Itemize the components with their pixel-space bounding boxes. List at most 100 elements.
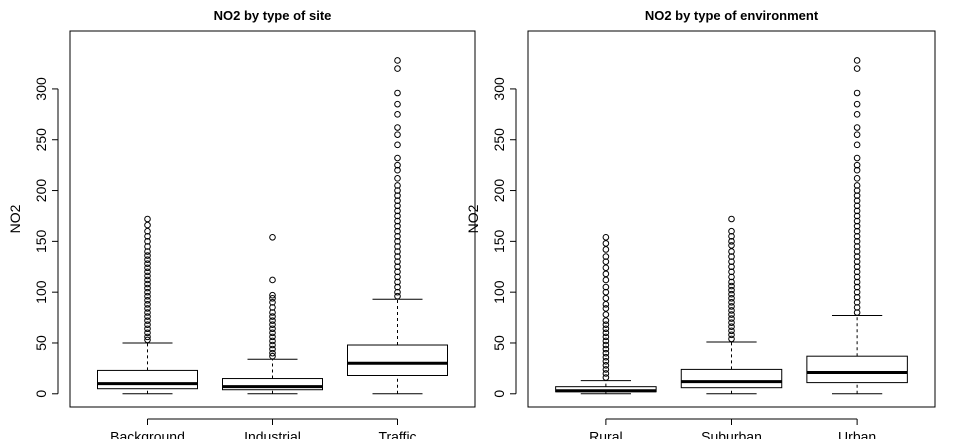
outlier	[269, 345, 276, 353]
outlier	[144, 288, 151, 296]
outlier	[602, 253, 610, 260]
y-tick-label: 300	[33, 77, 49, 101]
outlier	[728, 331, 735, 339]
outlier	[144, 296, 151, 304]
outlier	[394, 268, 401, 276]
outlier	[728, 263, 735, 271]
outlier	[269, 325, 276, 333]
outlier	[269, 329, 276, 337]
outlier	[728, 253, 735, 260]
outlier	[602, 366, 610, 373]
outlier	[394, 131, 401, 138]
outlier	[853, 222, 861, 230]
y-tick-label: 0	[491, 390, 507, 398]
outlier	[728, 242, 735, 249]
y-tick-label: 250	[491, 128, 507, 152]
outlier	[602, 325, 610, 333]
outlier	[853, 202, 861, 210]
outlier	[394, 243, 401, 250]
outlier	[602, 246, 610, 253]
outlier	[602, 276, 610, 284]
outlier	[394, 175, 401, 182]
outlier	[602, 353, 610, 361]
outlier	[144, 280, 151, 288]
outlier	[269, 233, 276, 241]
outlier	[394, 232, 401, 240]
outlier	[144, 252, 151, 259]
outlier	[853, 57, 861, 64]
outlier	[728, 327, 735, 335]
outlier	[728, 286, 735, 294]
outlier	[602, 283, 610, 291]
outlier	[602, 294, 610, 302]
outlier	[853, 263, 861, 271]
outlier	[853, 238, 861, 245]
outlier	[728, 290, 735, 298]
outlier	[728, 299, 735, 306]
outlier	[853, 273, 861, 281]
outlier	[144, 238, 151, 245]
outlier	[269, 304, 276, 311]
outlier	[853, 187, 861, 194]
outlier	[728, 335, 735, 343]
y-tick-label: 150	[33, 229, 49, 253]
outlier	[853, 258, 861, 265]
outlier	[602, 370, 610, 377]
outlier	[394, 166, 401, 174]
outlier	[394, 248, 401, 255]
outlier	[394, 57, 401, 64]
outlier	[144, 232, 151, 240]
outlier	[853, 154, 861, 162]
outlier	[853, 182, 861, 189]
outlier	[144, 336, 151, 344]
outlier	[269, 294, 276, 302]
outlier	[394, 217, 401, 225]
plot-frame	[69, 30, 476, 408]
box	[806, 355, 908, 384]
outlier	[144, 317, 151, 324]
x-tick-label: Urban	[838, 428, 876, 439]
outlier	[144, 264, 151, 272]
outlier	[144, 221, 151, 229]
y-axis-label: NO2	[465, 204, 481, 233]
outlier	[144, 325, 151, 333]
outlier	[728, 258, 735, 265]
x-tick-label: Rural	[589, 428, 622, 439]
outlier	[394, 278, 401, 286]
outlier	[394, 253, 401, 260]
outlier	[394, 288, 401, 296]
outlier	[602, 270, 610, 278]
outlier	[853, 175, 861, 182]
box	[222, 378, 323, 391]
outlier	[144, 272, 151, 280]
outlier	[394, 222, 401, 230]
outlier	[853, 161, 861, 169]
outlier	[394, 154, 401, 162]
outlier	[853, 197, 861, 205]
outlier	[853, 278, 861, 286]
outlier	[144, 276, 151, 284]
outlier	[853, 299, 861, 306]
outlier	[394, 182, 401, 189]
outlier	[602, 258, 610, 265]
outlier	[602, 357, 610, 365]
box	[97, 369, 198, 390]
outlier	[853, 124, 861, 131]
outlier	[853, 141, 861, 149]
outlier	[602, 240, 610, 247]
outlier	[728, 323, 735, 331]
outlier	[144, 301, 151, 308]
outlier	[602, 345, 610, 353]
outlier	[853, 253, 861, 260]
outlier	[728, 311, 735, 318]
y-tick-label: 100	[33, 280, 49, 304]
outlier	[853, 227, 861, 235]
outlier	[853, 89, 861, 97]
outlier	[269, 349, 276, 357]
outlier	[269, 276, 276, 284]
outlier	[853, 248, 861, 255]
outlier	[144, 313, 151, 320]
outlier	[728, 215, 735, 223]
outlier	[144, 260, 151, 268]
outlier	[394, 141, 401, 149]
